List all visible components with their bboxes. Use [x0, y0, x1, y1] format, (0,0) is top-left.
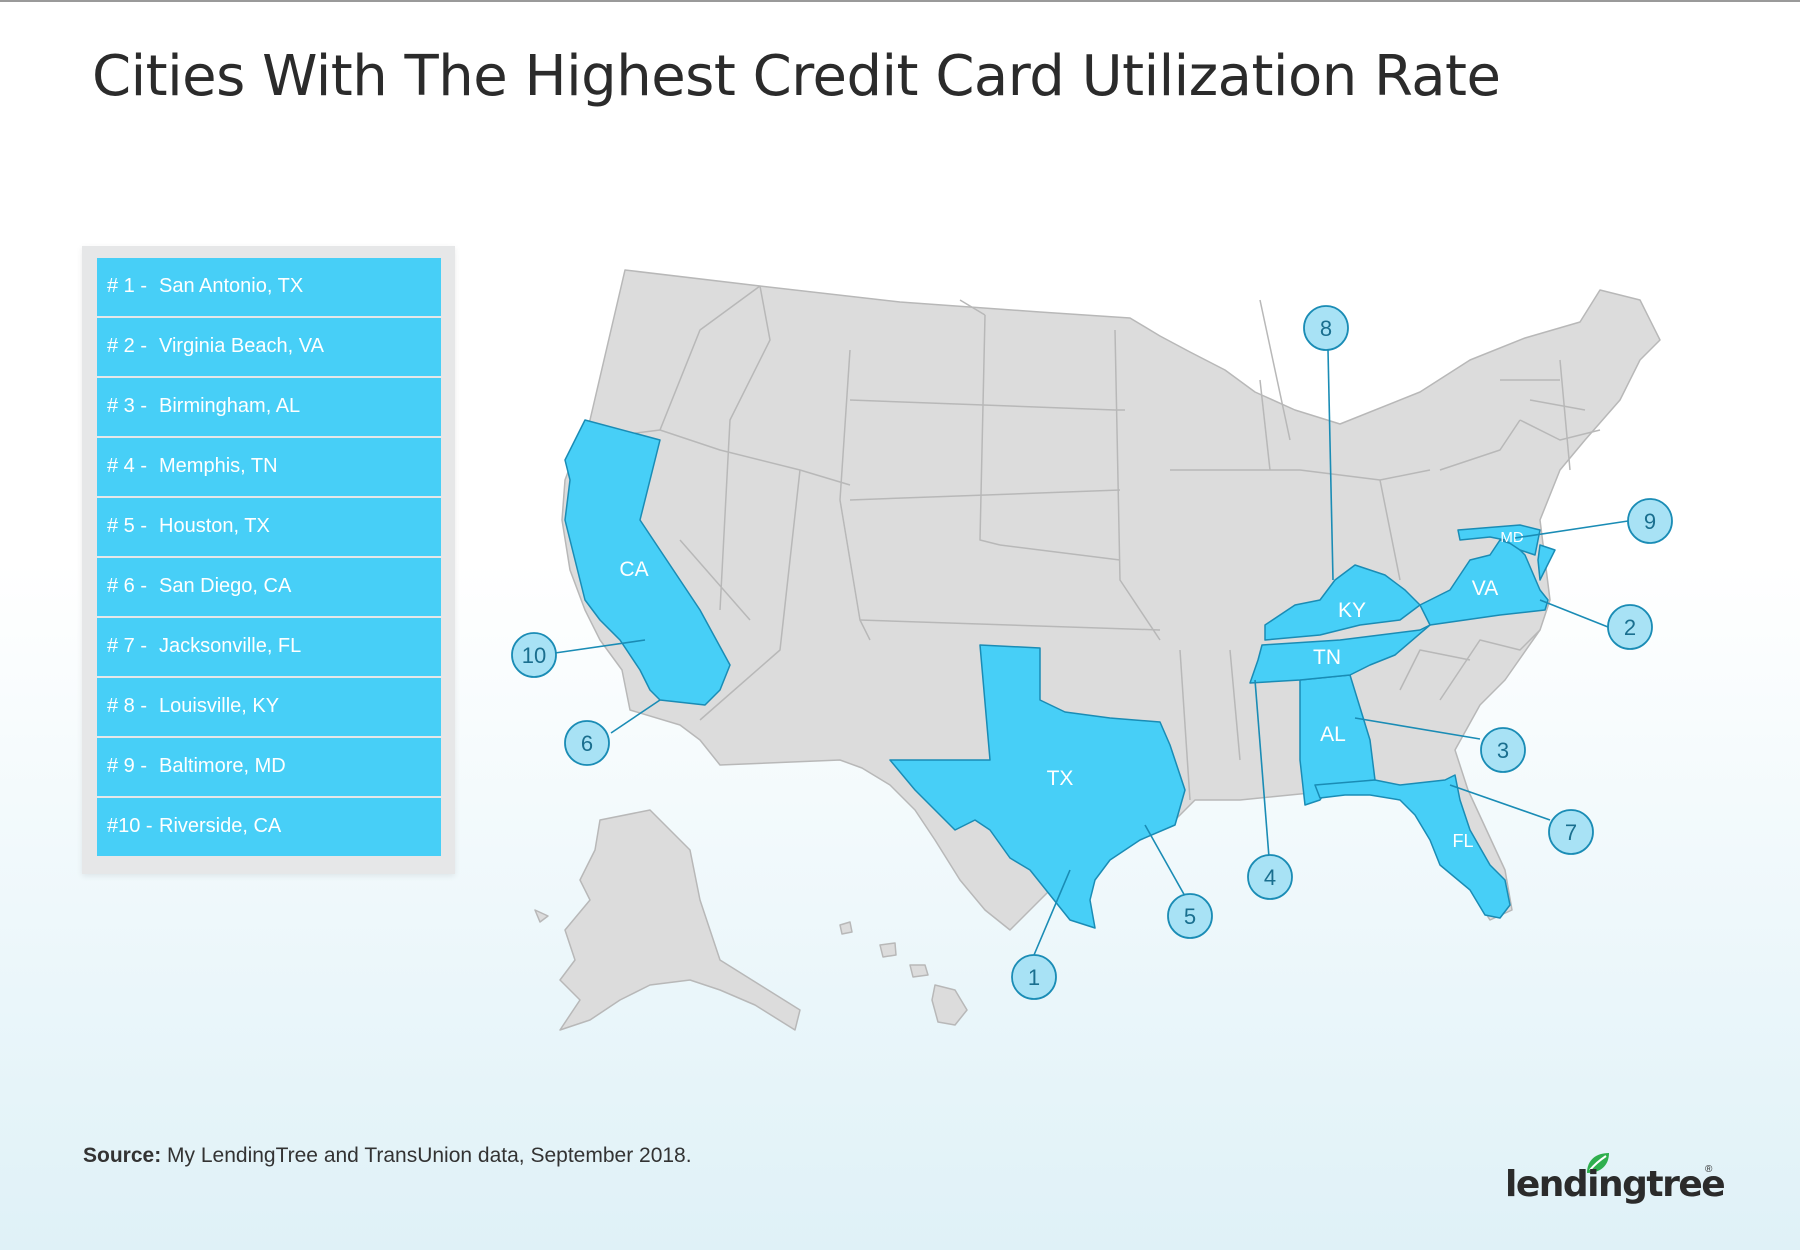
state-label-md: MD — [1500, 529, 1523, 546]
legend-city: Louisville, KY — [159, 695, 280, 717]
state-label-va: VA — [1472, 577, 1498, 600]
state-label-ky: KY — [1338, 599, 1366, 622]
legend-rank: # 1 - — [107, 275, 148, 297]
state-label-tn: TN — [1313, 646, 1341, 669]
legend-city: Houston, TX — [159, 515, 270, 537]
alaska-island — [534, 909, 549, 923]
legend-rank: # 6 - — [107, 575, 148, 597]
marker-label: 5 — [1184, 904, 1196, 929]
legend-item: # 7 - Jacksonville, FL — [97, 618, 441, 676]
source-label: Source: — [83, 1144, 162, 1167]
marker-label: 1 — [1028, 965, 1040, 990]
legend-rank: # 2 - — [107, 335, 148, 357]
legend-rank: # 9 - — [107, 755, 148, 777]
state-label-tx: TX — [1047, 767, 1074, 790]
state-fl — [1314, 774, 1511, 919]
state-borders — [579, 285, 1601, 801]
marker-label: 7 — [1565, 820, 1577, 845]
leader-lines — [554, 349, 1629, 956]
state-md — [1457, 524, 1541, 556]
logo-text: lendingtree — [1505, 1164, 1726, 1205]
ranking-legend: # 1 - San Antonio, TX # 2 - Virginia Beach… — [82, 246, 455, 874]
state-label-al: AL — [1320, 723, 1346, 746]
marker-label: 2 — [1624, 615, 1636, 640]
state-de-md — [1537, 544, 1556, 581]
state-label-ca: CA — [619, 558, 648, 581]
legend-city: Riverside, CA — [159, 815, 282, 837]
source-note: Source: My LendingTree and TransUnion da… — [83, 1144, 692, 1168]
legend-rank: # 5 - — [107, 515, 148, 537]
marker-5 — [1167, 893, 1213, 939]
marker-1 — [1011, 954, 1057, 1000]
legend-rank: # 3 - — [107, 395, 148, 417]
marker-label: 9 — [1644, 509, 1656, 534]
marker-9 — [1627, 498, 1673, 544]
marker-label: 6 — [581, 731, 593, 756]
legend-item: # 1 - San Antonio, TX — [97, 258, 441, 316]
hawaii-island — [909, 964, 929, 978]
legend-item: # 2 - Virginia Beach, VA — [97, 318, 441, 376]
legend-city: Memphis, TN — [159, 455, 278, 477]
legend-item: # 8 - Louisville, KY — [97, 678, 441, 736]
legend-city: Baltimore, MD — [159, 755, 286, 777]
legend-city: San Antonio, TX — [159, 275, 304, 297]
marker-6 — [564, 720, 610, 766]
legend-item: # 4 - Memphis, TN — [97, 438, 441, 496]
state-va — [1419, 539, 1549, 626]
logo-registered-mark: ® — [1705, 1164, 1713, 1175]
legend-rank: # 7 - — [107, 635, 148, 657]
marker-2 — [1607, 604, 1653, 650]
marker-4 — [1247, 854, 1293, 900]
legend-item: # 6 - San Diego, CA — [97, 558, 441, 616]
marker-label: 4 — [1264, 865, 1276, 890]
marker-label: 8 — [1320, 316, 1332, 341]
marker-8 — [1303, 305, 1349, 351]
legend-item: #10 - Riverside, CA — [97, 798, 441, 856]
legend-city: Virginia Beach, VA — [159, 335, 324, 357]
state-tx — [889, 644, 1186, 929]
legend-city: Jacksonville, FL — [159, 635, 302, 657]
hawaii-island — [839, 921, 853, 935]
legend-rank: # 4 - — [107, 455, 148, 477]
legend-item: # 3 - Birmingham, AL — [97, 378, 441, 436]
hawaii-island — [879, 942, 897, 958]
top-rule — [0, 0, 1800, 2]
marker-10 — [511, 632, 557, 678]
lendingtree-logo: lendingtree ® — [1500, 1150, 1726, 1210]
legend-rank: # 8 - — [107, 695, 148, 717]
marker-7 — [1548, 809, 1594, 855]
page-title: Cities With The Highest Credit Card Util… — [92, 44, 1501, 109]
legend-rank: #10 - — [107, 815, 153, 837]
state-label-fl: FL — [1452, 831, 1473, 851]
state-tn — [1249, 624, 1431, 684]
marker-3 — [1480, 727, 1526, 773]
legend-city: Birmingham, AL — [159, 395, 301, 417]
leaf-icon — [1587, 1153, 1609, 1173]
marker-label: 3 — [1497, 738, 1509, 763]
marker-label: 10 — [522, 643, 546, 668]
state-ky — [1264, 564, 1421, 641]
legend-item: # 5 - Houston, TX — [97, 498, 441, 556]
legend-item: # 9 - Baltimore, MD — [97, 738, 441, 796]
source-text: My LendingTree and TransUnion data, Sept… — [161, 1144, 692, 1167]
state-ca — [564, 419, 731, 706]
alaska — [559, 809, 801, 1031]
hawaii-island — [931, 984, 968, 1026]
legend-city: San Diego, CA — [159, 575, 292, 597]
